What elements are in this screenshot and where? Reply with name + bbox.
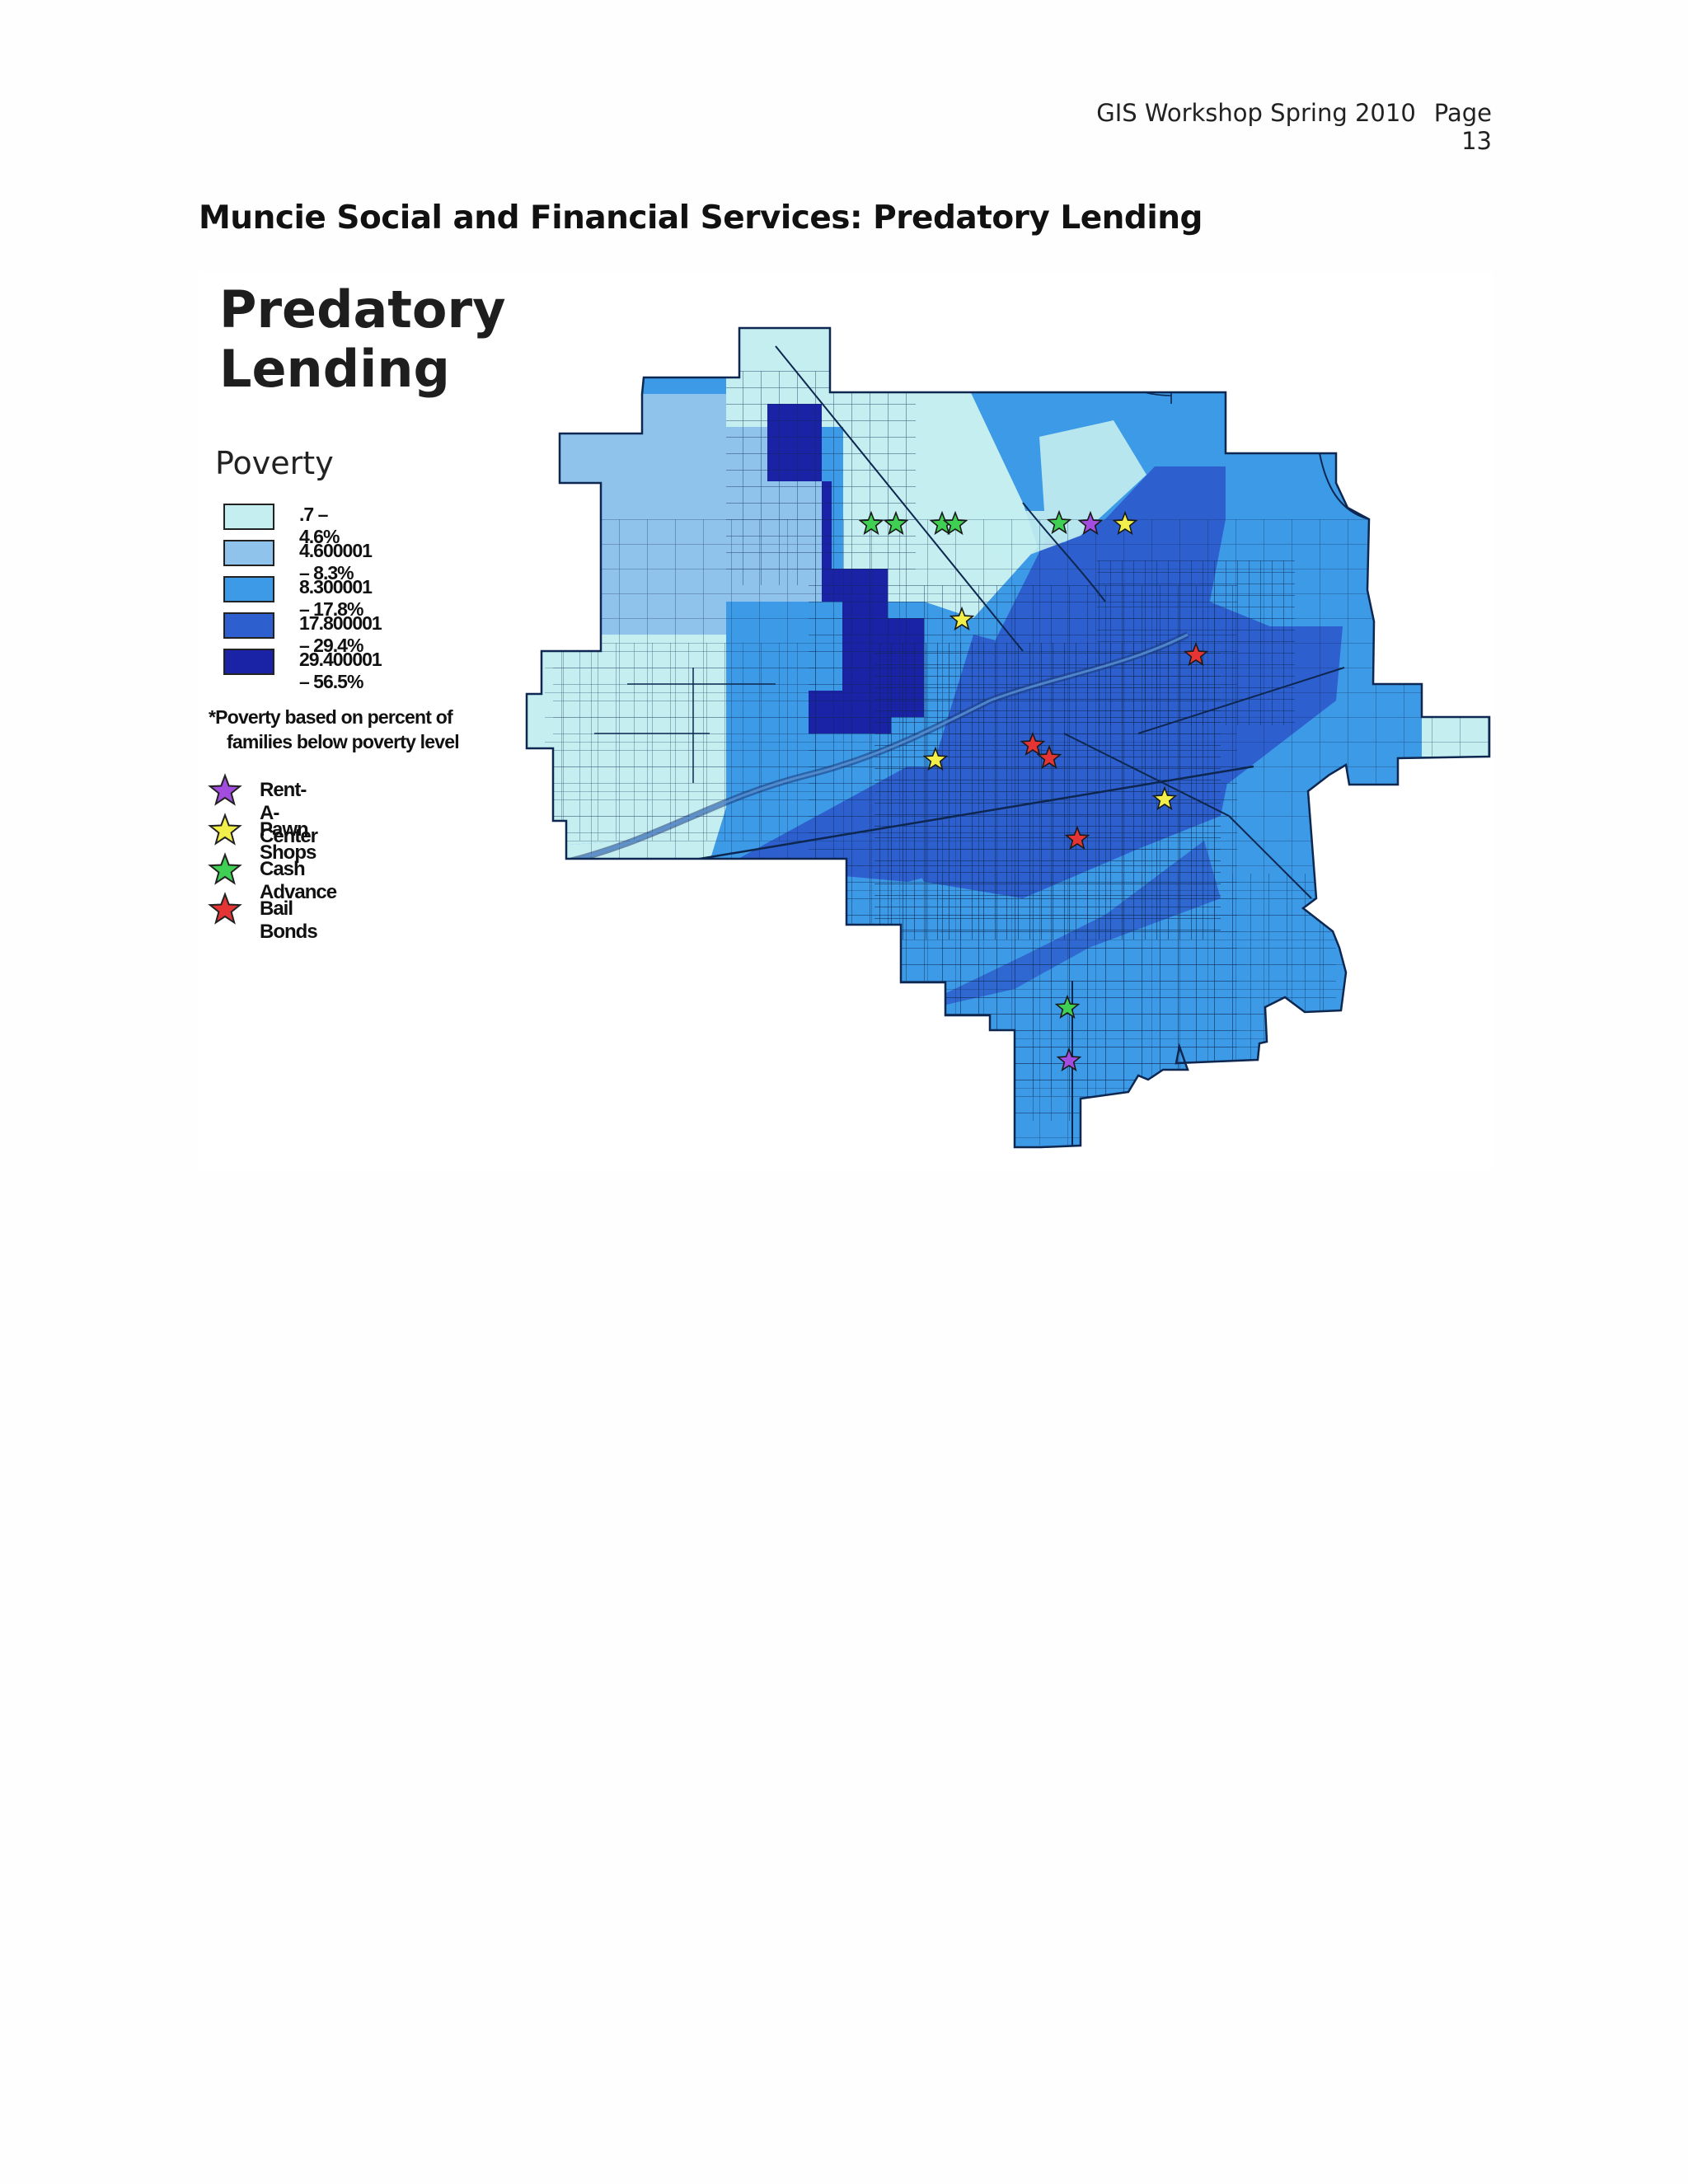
legend-class-label: .7 – 4.6% bbox=[299, 504, 340, 547]
legend-class-label: 29.400001 – 56.5% bbox=[299, 649, 382, 692]
legend-symbol-label: Bail Bonds bbox=[260, 898, 318, 943]
location-star-green-marker bbox=[1046, 509, 1072, 535]
location-star-red-marker bbox=[1064, 825, 1090, 851]
city-map bbox=[525, 326, 1491, 1149]
poverty-note-line2: families below poverty level bbox=[227, 731, 460, 752]
legend-symbol-label: Pawn Shops bbox=[260, 818, 316, 864]
legend-swatch bbox=[223, 540, 274, 566]
star-yellow-icon bbox=[208, 813, 242, 846]
poverty-note: *Poverty based on percent of families be… bbox=[209, 705, 522, 754]
legend-swatch bbox=[223, 576, 274, 602]
location-star-purple-marker bbox=[1077, 510, 1104, 536]
star-green-icon bbox=[208, 852, 242, 885]
legend-symbol-label: Cash Advance bbox=[260, 858, 337, 903]
poverty-note-line1: *Poverty based on percent of bbox=[209, 706, 453, 728]
legend-class-label: 8.300001 – 17.8% bbox=[299, 576, 373, 620]
location-star-green-marker bbox=[858, 510, 884, 536]
map-title-line1: Predatory bbox=[219, 279, 506, 340]
location-star-yellow-marker bbox=[949, 606, 975, 631]
location-star-green-marker bbox=[883, 510, 909, 536]
legend-symbol-label: Rent-A-Center bbox=[260, 779, 318, 847]
location-star-red-marker bbox=[1183, 641, 1209, 667]
map-figure: Predatory Lending Poverty .7 – 4.6% 4.60… bbox=[199, 272, 1493, 1170]
location-star-red-marker bbox=[1020, 731, 1046, 757]
map-title-line2: Lending bbox=[219, 339, 450, 399]
legend-class-label: 4.600001 – 8.3% bbox=[299, 540, 373, 583]
location-star-purple-marker bbox=[1056, 1047, 1082, 1072]
legend-title: Poverty bbox=[215, 445, 334, 481]
page-title: Muncie Social and Financial Services: Pr… bbox=[199, 199, 1203, 237]
location-star-green-marker bbox=[942, 510, 968, 536]
header-workshop: GIS Workshop Spring 2010 bbox=[1096, 99, 1416, 127]
legend-swatch bbox=[223, 504, 274, 530]
map-title: Predatory Lending bbox=[219, 280, 506, 399]
legend-swatch bbox=[223, 649, 274, 675]
page-header: GIS Workshop Spring 2010 Page 13 bbox=[1088, 99, 1492, 155]
header-page-number: Page 13 bbox=[1433, 99, 1492, 155]
location-star-red-marker bbox=[1036, 744, 1062, 770]
map-locations bbox=[858, 509, 1209, 1072]
star-red-icon bbox=[208, 892, 242, 925]
legend-swatch bbox=[223, 612, 274, 639]
legend-class-label: 17.800001 – 29.4% bbox=[299, 612, 382, 656]
star-purple-icon bbox=[208, 773, 242, 806]
location-star-green-marker bbox=[1054, 994, 1081, 1019]
location-star-yellow-marker bbox=[1151, 785, 1178, 811]
location-star-yellow-marker bbox=[1112, 510, 1138, 536]
location-star-yellow-marker bbox=[922, 746, 949, 771]
